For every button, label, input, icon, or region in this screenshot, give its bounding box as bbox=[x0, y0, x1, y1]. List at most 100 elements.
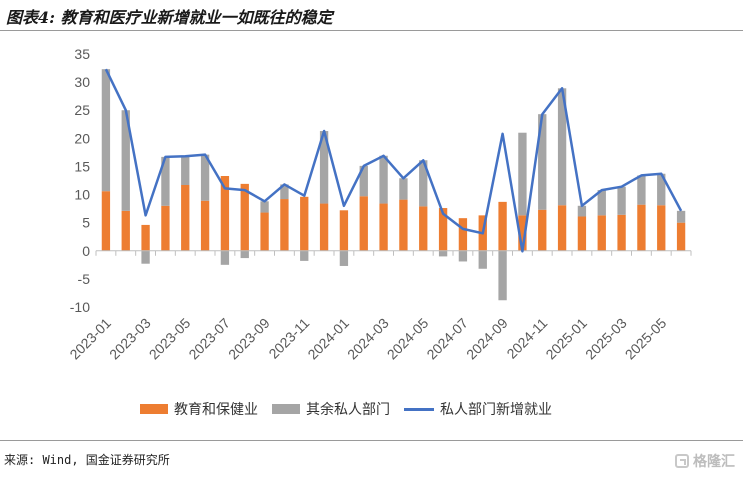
x-tick-label: 2024-05 bbox=[384, 315, 432, 363]
bar-education bbox=[319, 203, 329, 251]
bar-other-private bbox=[319, 131, 329, 204]
bar-education bbox=[379, 203, 388, 251]
x-tick-label: 2023-09 bbox=[225, 315, 273, 363]
bar-education bbox=[260, 212, 269, 251]
footer-divider bbox=[0, 440, 743, 441]
bar-education bbox=[200, 200, 210, 251]
bar-education bbox=[280, 199, 289, 251]
bar-education bbox=[657, 205, 666, 251]
bar-education bbox=[300, 196, 309, 251]
y-tick-label: 30 bbox=[74, 74, 90, 90]
bar-other-private bbox=[101, 69, 111, 192]
legend-swatch-education bbox=[140, 404, 168, 414]
bar-education bbox=[538, 209, 547, 251]
x-tick-label: 2023-03 bbox=[106, 315, 154, 363]
bar-other-private bbox=[181, 156, 190, 185]
bar-education bbox=[240, 183, 249, 251]
legend-item-private-total: 私人部门新增就业 bbox=[404, 399, 552, 419]
y-tick-label: -10 bbox=[70, 299, 90, 315]
chart-canvas: -10 -5 0 5 10 15 20 25 30 35 2023-012023-032023-05… bbox=[66, 46, 692, 363]
bar-other-private bbox=[657, 173, 666, 206]
x-tick-label: 2024-07 bbox=[423, 315, 471, 363]
bar-other-private bbox=[557, 88, 567, 206]
chart-title: 图表4: 教育和医疗业新增就业一如既往的稳定 bbox=[6, 8, 333, 27]
bar-other-private bbox=[280, 184, 289, 200]
y-tick-label: 5 bbox=[82, 215, 90, 231]
y-tick-label: 10 bbox=[74, 187, 90, 203]
bar-other-private bbox=[438, 250, 448, 257]
bar-other-private bbox=[498, 250, 507, 301]
legend-swatch-other-private bbox=[272, 404, 300, 414]
legend-label-other-private: 其余私人部门 bbox=[306, 402, 390, 418]
bar-education bbox=[359, 196, 368, 251]
bar-other-private bbox=[379, 155, 388, 204]
legend-swatch-private-total bbox=[404, 407, 434, 411]
bar-other-private bbox=[538, 114, 547, 210]
x-tick-label: 2025-05 bbox=[622, 315, 670, 363]
bar-other-private bbox=[359, 165, 368, 197]
bar-other-private bbox=[419, 160, 428, 207]
bar-other-private bbox=[577, 205, 587, 217]
y-tick-label: 25 bbox=[74, 102, 90, 118]
watermark-text: 格隆汇 bbox=[693, 454, 735, 470]
bar-other-private bbox=[240, 250, 249, 259]
bar-other-private bbox=[220, 250, 230, 265]
bar-education bbox=[577, 216, 587, 251]
y-tick-label: 35 bbox=[74, 46, 90, 62]
bar-other-private bbox=[637, 175, 646, 205]
bar-other-private bbox=[597, 190, 606, 216]
legend-label-education: 教育和保健业 bbox=[174, 402, 258, 418]
y-tick-label: 20 bbox=[74, 130, 90, 146]
legend-item-other-private: 其余私人部门 bbox=[272, 399, 390, 419]
line-private-total bbox=[104, 68, 683, 253]
bar-education bbox=[121, 210, 130, 251]
title-divider bbox=[0, 30, 743, 31]
watermark: 格隆汇 bbox=[675, 451, 735, 471]
bar-education bbox=[438, 208, 448, 251]
bar-education bbox=[617, 214, 626, 251]
bar-other-private bbox=[161, 156, 170, 206]
bar-education bbox=[597, 215, 606, 251]
bar-education bbox=[458, 218, 468, 251]
bar-education bbox=[557, 205, 567, 251]
x-tick-label: 2024-09 bbox=[463, 315, 511, 363]
x-tick-label: 2024-01 bbox=[304, 315, 352, 363]
bar-education bbox=[141, 224, 150, 251]
legend-label-private-total: 私人部门新增就业 bbox=[440, 402, 552, 418]
bar-education bbox=[181, 184, 190, 251]
legend-item-education: 教育和保健业 bbox=[140, 399, 258, 419]
bar-other-private bbox=[121, 110, 130, 211]
y-tick-label: -5 bbox=[78, 271, 91, 287]
x-tick-label: 2023-01 bbox=[66, 315, 114, 363]
bar-education bbox=[419, 206, 428, 251]
x-tick-label: 2023-07 bbox=[185, 315, 233, 363]
bar-education bbox=[498, 201, 507, 251]
x-tick-label: 2024-11 bbox=[503, 315, 550, 362]
bar-other-private bbox=[399, 178, 408, 200]
bar-other-private bbox=[339, 250, 349, 266]
bar-education bbox=[161, 205, 170, 251]
x-tick-label: 2025-01 bbox=[542, 315, 590, 363]
bar-education bbox=[637, 204, 646, 251]
x-tick-label: 2023-11 bbox=[265, 315, 312, 362]
bar-other-private bbox=[617, 186, 626, 215]
x-tick-label: 2024-03 bbox=[344, 315, 392, 363]
bar-education bbox=[101, 191, 111, 251]
bar-education bbox=[339, 210, 349, 251]
y-tick-label: 15 bbox=[74, 158, 90, 174]
bar-other-private bbox=[676, 210, 686, 223]
watermark-logo-icon bbox=[675, 454, 689, 468]
bar-other-private bbox=[478, 250, 487, 269]
chart-legend: 教育和保健业 其余私人部门 私人部门新增就业 bbox=[140, 399, 552, 419]
bar-other-private bbox=[458, 250, 468, 262]
x-tick-label: 2025-03 bbox=[582, 315, 630, 363]
bar-other-private bbox=[141, 250, 150, 264]
bar-education bbox=[518, 215, 527, 251]
bar-other-private bbox=[260, 201, 269, 213]
bar-other-private bbox=[200, 154, 210, 201]
bar-other-private bbox=[300, 250, 309, 261]
bar-education bbox=[399, 199, 408, 251]
bar-other-private bbox=[518, 132, 527, 216]
bar-education bbox=[676, 222, 686, 251]
y-tick-label: 0 bbox=[82, 243, 90, 259]
